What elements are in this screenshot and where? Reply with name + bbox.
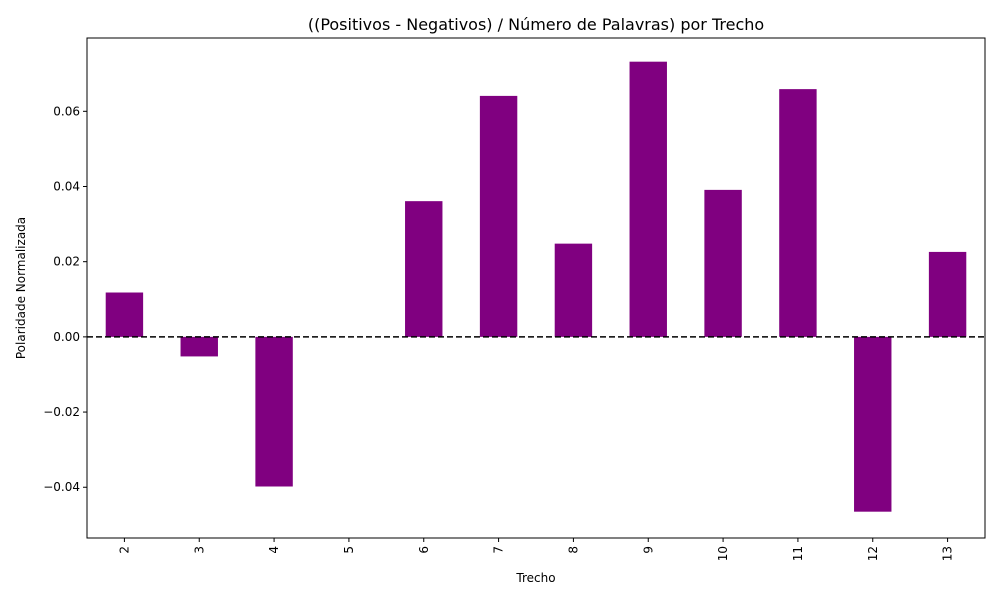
x-tick-label: 5	[342, 546, 356, 554]
y-tick-label: 0.04	[53, 179, 80, 193]
x-tick-label: 11	[791, 546, 805, 561]
bar-2	[105, 292, 144, 337]
bar-11	[779, 89, 817, 337]
x-tick-label: 7	[492, 546, 506, 554]
bar-6	[405, 201, 443, 337]
bar-10	[704, 189, 742, 337]
chart-title: ((Positivos - Negativos) / Número de Pal…	[308, 15, 764, 34]
x-tick-label: 8	[566, 546, 580, 554]
x-tick-label: 6	[417, 546, 431, 554]
y-tick-label: −0.02	[43, 405, 80, 419]
x-tick-label: 12	[866, 546, 880, 561]
x-tick-label: 9	[641, 546, 655, 554]
y-tick-label: −0.04	[43, 480, 80, 494]
x-tick-label: 3	[192, 546, 206, 554]
bar-13	[928, 251, 967, 337]
x-tick-label: 10	[716, 546, 730, 561]
x-tick-label: 4	[267, 546, 281, 554]
bar-4	[255, 336, 293, 487]
x-axis-label: Trecho	[515, 571, 555, 585]
y-tick-label: 0.06	[53, 104, 80, 118]
bar-8	[554, 243, 593, 337]
y-tick-label: 0.02	[53, 255, 80, 269]
x-tick-label: 2	[117, 546, 131, 554]
y-axis-label: Polaridade Normalizada	[14, 217, 28, 359]
bar-12	[854, 336, 892, 512]
plot-area: −0.04 −0.02 0.00 0.02 0.04 0.06 2 3 4 5 6 7 8 9 10 11 12…	[43, 37, 986, 561]
bar-7	[479, 95, 518, 337]
x-tick-label: 13	[941, 546, 955, 561]
y-tick-label: 0.00	[53, 330, 80, 344]
bar-9	[629, 61, 667, 337]
bar-3	[180, 336, 218, 357]
plot-frame	[86, 37, 986, 539]
